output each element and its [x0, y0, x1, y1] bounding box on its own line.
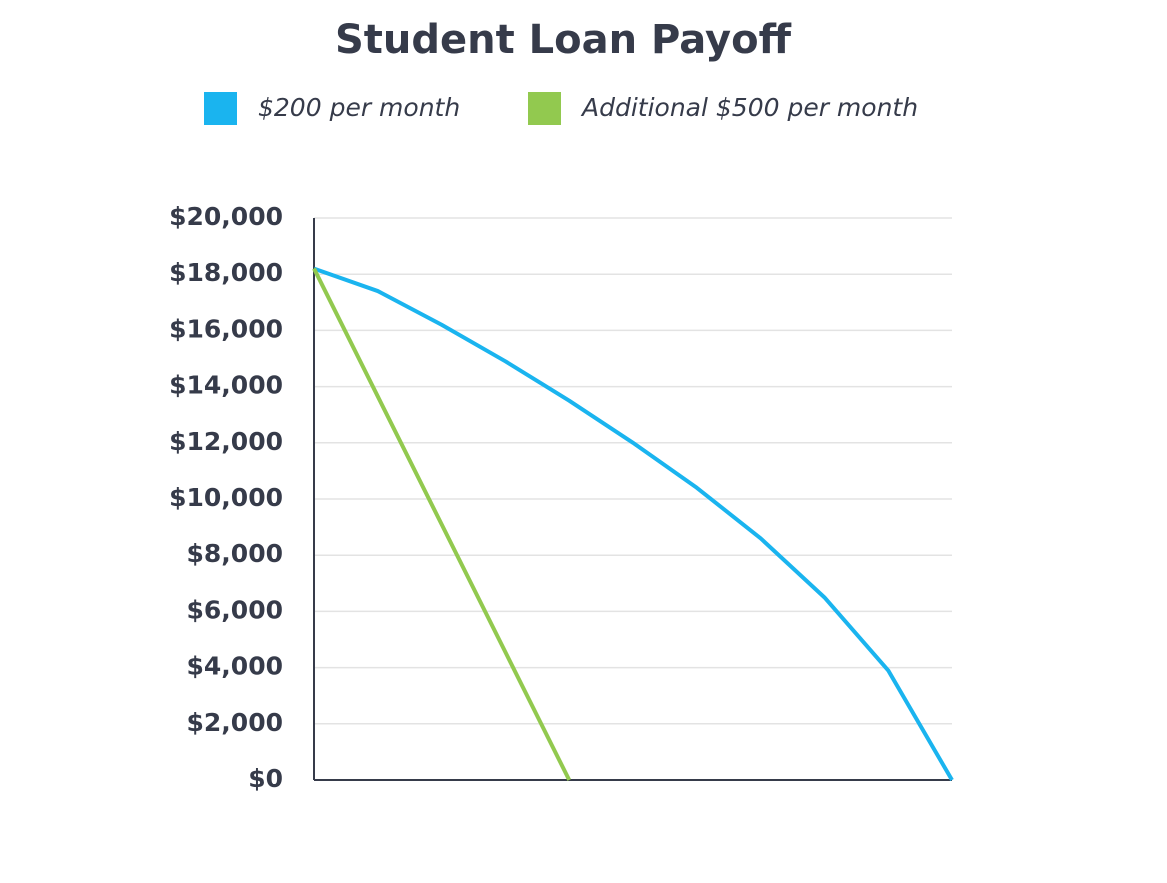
y-tick-label: $2,000: [187, 708, 283, 737]
legend-swatch: [528, 92, 561, 125]
legend-label: Additional $500 per month: [580, 93, 918, 122]
series-line: [313, 266, 954, 782]
y-tick-label: $16,000: [169, 314, 283, 343]
y-tick-label: $4,000: [187, 652, 283, 681]
y-tick-label: $20,000: [169, 202, 283, 231]
y-tick-label: $0: [248, 764, 283, 793]
y-tick-label: $14,000: [169, 371, 283, 400]
legend-swatch: [204, 92, 237, 125]
y-tick-label: $12,000: [169, 427, 283, 456]
chart-title: Student Loan Payoff: [335, 17, 792, 63]
y-tick-label: $6,000: [187, 595, 283, 624]
y-tick-label: $10,000: [169, 483, 283, 512]
y-tick-label: $18,000: [169, 258, 283, 287]
legend-label: $200 per month: [258, 93, 460, 122]
series-line: [312, 267, 571, 781]
y-tick-label: $8,000: [187, 539, 283, 568]
